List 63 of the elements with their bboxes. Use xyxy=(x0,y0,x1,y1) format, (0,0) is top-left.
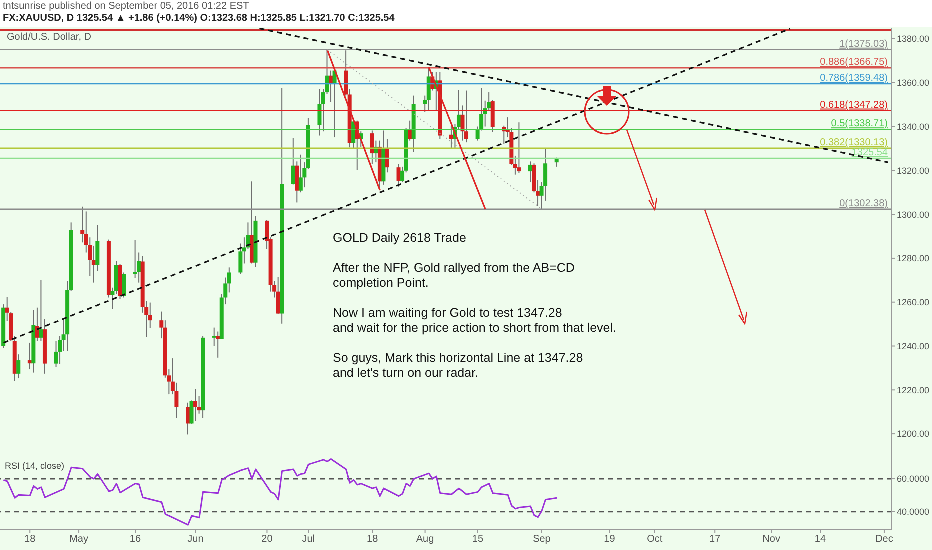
y-tick-label: 60.0000 xyxy=(897,474,930,484)
chart-subtitle: FX:XAUUSD, D 1325.54 ▲ +1.86 (+0.14%) O:1323.68 H:1325.85 L:1321.70 C:1325.54 xyxy=(3,13,395,24)
ref-line-label: 0.786(1359.48) xyxy=(820,73,888,84)
annotation: So guys, Mark this horizontal Line at 1347.28 and let's turn on our radar. xyxy=(333,351,584,381)
x-tick-label: Nov xyxy=(762,534,780,546)
candlestick xyxy=(16,354,21,380)
x-tick-label: 15 xyxy=(472,534,484,546)
text: tntsunrise published on September 05, 2016 01:22 EST xyxy=(3,1,250,12)
ref-line-label: 0.5(1338.71) xyxy=(831,118,888,130)
candlestick xyxy=(298,154,303,194)
candlestick xyxy=(517,122,522,174)
x-tick-label: May xyxy=(70,534,88,546)
y-tick-label: 1280.00 xyxy=(897,254,930,264)
y-tick-label: 1300.00 xyxy=(897,210,930,220)
y-tick-label: 40.0000 xyxy=(897,507,930,518)
x-tick-label: 16 xyxy=(130,534,142,546)
y-tick-label: 1380.00 xyxy=(897,34,930,44)
candlestick xyxy=(385,138,390,174)
line-series xyxy=(3,458,558,526)
candlestick xyxy=(194,388,198,422)
candlestick xyxy=(133,240,138,279)
candlestick xyxy=(186,402,190,436)
candlestick xyxy=(318,88,322,136)
y-tick-label: 1220.00 xyxy=(897,385,930,396)
ref-line-label: 1(1375.03) xyxy=(840,38,888,50)
y-tick-label: 1240.00 xyxy=(897,341,930,352)
x-tick-label: Jul xyxy=(302,534,316,546)
candlestick xyxy=(39,280,44,342)
candlestick xyxy=(449,125,454,149)
candlestick xyxy=(426,67,431,112)
y-tick-label: 1340.00 xyxy=(897,122,930,132)
y-tick-label: 1320.00 xyxy=(897,166,930,176)
x-tick-label: Jun xyxy=(188,534,204,546)
x-tick-label: 19 xyxy=(604,534,616,546)
x-tick-label: Oct xyxy=(647,534,663,546)
chart-title: Gold/U.S. Dollar, D xyxy=(7,32,92,43)
candlestick xyxy=(528,161,532,184)
x-tick-label: 14 xyxy=(814,534,826,546)
candlestick xyxy=(329,70,334,103)
annotation: GOLD Daily 2618 Trade xyxy=(333,231,468,246)
candlestick xyxy=(396,164,401,188)
ref-line-label: 0.618(1347.28) xyxy=(820,100,888,111)
annotation: After the NFP, Gold rallyed from the AB=CD completion Point. xyxy=(333,261,576,291)
y-tick-label: 1200.00 xyxy=(897,429,930,440)
ref-line-label: 0.886(1366.75) xyxy=(820,57,888,68)
candlestick xyxy=(212,327,216,347)
ref-line-label: 0.382(1330.13) xyxy=(820,137,888,148)
y-tick-label: 1360.00 xyxy=(897,78,930,88)
x-tick-label: Sep xyxy=(533,534,552,546)
candlestick xyxy=(216,331,220,358)
candlestick xyxy=(370,130,374,165)
x-tick-label: Dec xyxy=(876,534,894,546)
y-tick-label: 1260.00 xyxy=(897,298,930,308)
candlestick xyxy=(122,272,126,298)
x-tick-label: 20 xyxy=(262,534,274,546)
x-tick-label: 18 xyxy=(24,534,36,546)
text: RSI (14, close) xyxy=(5,461,65,471)
annotation: Now I am waiting for Gold to test 1347.28 and wait for the price action to short from that level. xyxy=(333,306,616,336)
x-tick-label: 18 xyxy=(367,534,379,546)
x-tick-label: Aug xyxy=(416,534,434,546)
ref-line-label: 0(1302.38) xyxy=(840,198,888,210)
x-tick-label: 17 xyxy=(710,534,722,546)
ref-line-label: 1325.54 xyxy=(852,148,888,159)
